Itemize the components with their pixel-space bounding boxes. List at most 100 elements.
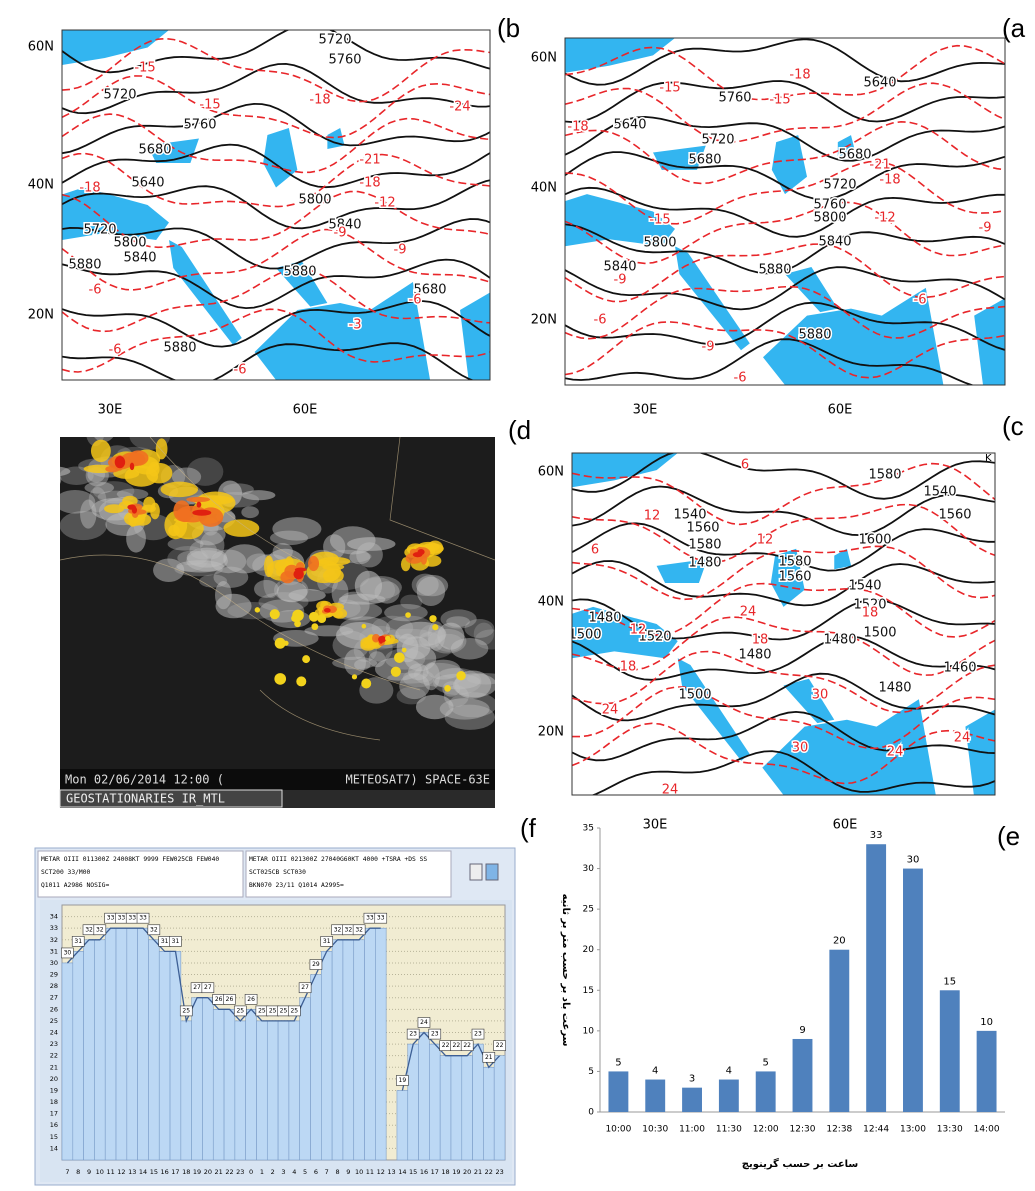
caption: METEOSAT7) SPACE-63E: [346, 773, 491, 787]
height-label: 1480: [878, 681, 911, 696]
cold-cloud-top: [130, 463, 134, 471]
height-label: 5880: [758, 263, 791, 278]
cloud: [168, 537, 204, 550]
height-label: 5880: [163, 341, 196, 356]
cold-cloud-top: [405, 612, 411, 618]
data-label: 27: [204, 984, 212, 991]
cold-cloud-top: [432, 624, 438, 630]
height-label: 5880: [68, 258, 101, 273]
height-label: 5720: [103, 88, 136, 103]
temperature-label: 12: [644, 509, 661, 524]
bar: [462, 1056, 473, 1160]
height-label: 1560: [778, 570, 811, 585]
icon-button[interactable]: [470, 864, 482, 880]
y-tick-label: 17: [50, 1110, 58, 1118]
cold-cloud-top: [293, 569, 303, 579]
bar: [116, 928, 127, 1160]
bar: [903, 869, 923, 1112]
x-tick-label: 12:38: [826, 1125, 852, 1135]
data-label: 33: [366, 915, 374, 922]
cold-cloud-top: [456, 671, 465, 680]
y-axis-title: سرعت باد بر حسب متر بر ثانیه: [560, 894, 571, 1047]
temperature-label: -24: [449, 100, 470, 115]
bar: [375, 928, 386, 1160]
bar: [332, 940, 343, 1160]
x-tick-label: 13:30: [937, 1125, 963, 1135]
y-tick-label: 35: [583, 824, 594, 834]
x-tick-label: 5: [303, 1168, 307, 1176]
data-label: 25: [182, 1007, 190, 1014]
x-tick-label: 11:00: [679, 1125, 705, 1135]
data-label: 10: [980, 1017, 993, 1028]
map-panel: 5760564056805720564056805720576058005840…: [531, 13, 1026, 418]
cloud: [186, 550, 228, 571]
metar-text: METAR OIII 011300Z 24008KT 9999 FEW025CB…: [41, 856, 219, 863]
cloud: [440, 698, 490, 719]
cold-cloud-top: [283, 641, 288, 646]
data-label: 24: [420, 1019, 428, 1026]
y-tick-label: 5: [588, 1067, 594, 1077]
data-label: 21: [485, 1054, 493, 1061]
y-tick-label: 14: [50, 1144, 58, 1152]
temperature-label: -6: [234, 363, 247, 378]
bar: [127, 928, 138, 1160]
y-tick-label: 15: [583, 986, 594, 996]
cold-cloud-top: [323, 568, 344, 583]
cold-cloud-top: [196, 502, 201, 508]
data-label: 20: [833, 936, 846, 947]
data-label: 22: [442, 1042, 450, 1049]
x-tick-label: 13: [387, 1168, 395, 1176]
lat-label: 60N: [531, 51, 557, 66]
x-tick-label: 18: [182, 1168, 190, 1176]
metar-text: SCT200 33/M00: [41, 869, 90, 876]
y-tick-label: 25: [583, 905, 594, 915]
y-tick-label: 18: [50, 1098, 58, 1106]
temperature-label: 12: [757, 533, 774, 548]
icon-button[interactable]: [486, 864, 498, 880]
x-tick-label: 11:30: [716, 1125, 742, 1135]
bar: [977, 1031, 997, 1112]
metar-text: BKN070 23/11 Q1014 A2995=: [249, 882, 344, 889]
data-label: 9: [799, 1025, 805, 1036]
x-tick-label: 21: [215, 1168, 223, 1176]
bar: [419, 1033, 430, 1161]
height-label: 5720: [318, 33, 351, 48]
bar: [440, 1056, 451, 1160]
temperature-label: -6: [109, 343, 122, 358]
temperature-label: 18: [862, 606, 879, 621]
y-tick-label: 27: [50, 994, 58, 1002]
bar: [202, 998, 213, 1160]
caption: Mon 02/06/2014 12:00 (: [65, 773, 224, 787]
y-tick-label: 26: [50, 1005, 58, 1013]
temperature-label: -9: [614, 273, 627, 288]
temperature-label: 12: [630, 623, 647, 638]
lat-label: 60N: [538, 465, 564, 480]
x-tick-label: 16: [420, 1168, 428, 1176]
data-label: 22: [453, 1042, 461, 1049]
height-label: 1540: [848, 579, 881, 594]
cold-cloud-top: [127, 504, 135, 509]
lat-label: 20N: [28, 308, 54, 323]
data-label: 32: [96, 926, 104, 933]
lon-label: 30E: [633, 403, 658, 418]
bar: [494, 1056, 505, 1160]
y-tick-label: 23: [50, 1040, 58, 1048]
data-label: 31: [161, 938, 169, 945]
temperature-label: 30: [812, 688, 829, 703]
bar: [756, 1071, 776, 1112]
bar: [138, 928, 149, 1160]
temperature-label: -21: [359, 153, 380, 168]
figure: Mon 02/06/2014 12:00 ( METEOSAT7) SPACE-…: [0, 0, 1035, 1191]
bar: [451, 1056, 462, 1160]
x-tick-label: 20: [463, 1168, 471, 1176]
panel-label: (d: [508, 415, 531, 445]
cold-cloud-top: [394, 652, 405, 663]
x-tick-label: 20: [204, 1168, 212, 1176]
lon-label: 60E: [293, 403, 318, 418]
cloud: [400, 595, 422, 610]
metar-text: Q1011 A2986 NOSIG=: [41, 882, 109, 889]
lat-label: 20N: [531, 313, 557, 328]
x-tick-label: 10: [355, 1168, 363, 1176]
y-tick-label: 24: [50, 1029, 58, 1037]
height-label: 5880: [283, 265, 316, 280]
